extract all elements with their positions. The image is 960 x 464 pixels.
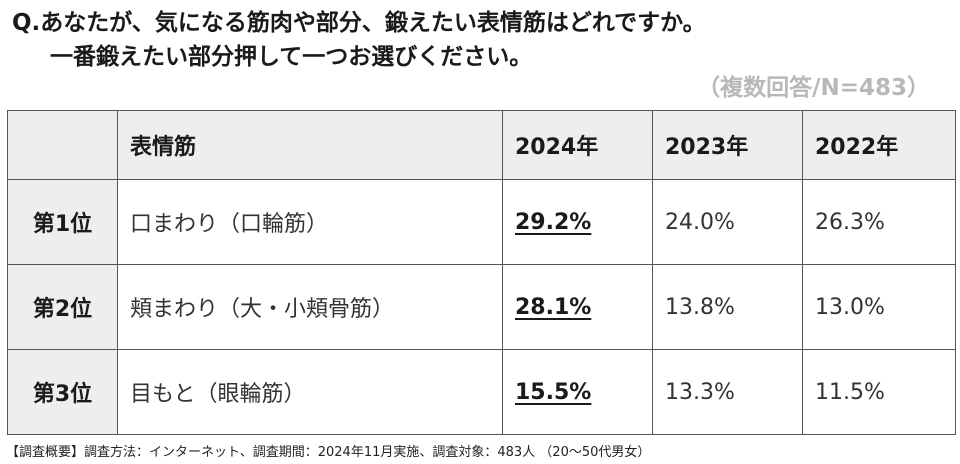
question-line-1: Q.あなたが、気になる筋肉や部分、鍛えたい表情筋はどれですか。	[12, 10, 706, 36]
rank-cell: 第1位	[7, 179, 118, 265]
value-2023-cell: 13.3%	[652, 349, 803, 435]
header-rank	[7, 110, 118, 180]
muscle-cell: 頬まわり（大・小頬骨筋）	[117, 264, 503, 350]
results-table: 表情筋 2024年 2023年 2022年 第1位 口まわり（口輪筋） 29.2…	[7, 110, 956, 435]
value-2024: 28.1%	[515, 294, 592, 320]
value-2022-cell: 13.0%	[802, 264, 956, 350]
value-2024-cell: 15.5%	[502, 349, 653, 435]
header-muscle: 表情筋	[117, 110, 503, 180]
value-2022-cell: 26.3%	[802, 179, 956, 265]
header-2024: 2024年	[502, 110, 653, 180]
sample-size-note: （複数回答/N=483）	[697, 75, 930, 101]
rank-cell: 第2位	[7, 264, 118, 350]
question-title: Q.あなたが、気になる筋肉や部分、鍛えたい表情筋はどれですか。 一番鍛えたい部分…	[12, 6, 942, 74]
header-2023: 2023年	[652, 110, 803, 180]
value-2024-cell: 28.1%	[502, 264, 653, 350]
table-row: 第2位 頬まわり（大・小頬骨筋） 28.1% 13.8% 13.0%	[7, 264, 956, 350]
value-2024: 15.5%	[515, 379, 592, 405]
header-2022: 2022年	[802, 110, 956, 180]
value-2024-cell: 29.2%	[502, 179, 653, 265]
muscle-cell: 口まわり（口輪筋）	[117, 179, 503, 265]
value-2023-cell: 13.8%	[652, 264, 803, 350]
header-row: 表情筋 2024年 2023年 2022年	[7, 110, 956, 180]
table-row: 第1位 口まわり（口輪筋） 29.2% 24.0% 26.3%	[7, 179, 956, 265]
muscle-cell: 目もと（眼輪筋）	[117, 349, 503, 435]
value-2022-cell: 11.5%	[802, 349, 956, 435]
value-2024: 29.2%	[515, 209, 592, 235]
rank-cell: 第3位	[7, 349, 118, 435]
value-2023-cell: 24.0%	[652, 179, 803, 265]
table-row: 第3位 目もと（眼輪筋） 15.5% 13.3% 11.5%	[7, 349, 956, 435]
question-line-2: 一番鍛えたい部分押して一つお選びください。	[50, 44, 533, 70]
survey-footnote: 【調査概要】調査方法：インターネット、調査期間：2024年11月実施、調査対象：…	[6, 445, 651, 460]
